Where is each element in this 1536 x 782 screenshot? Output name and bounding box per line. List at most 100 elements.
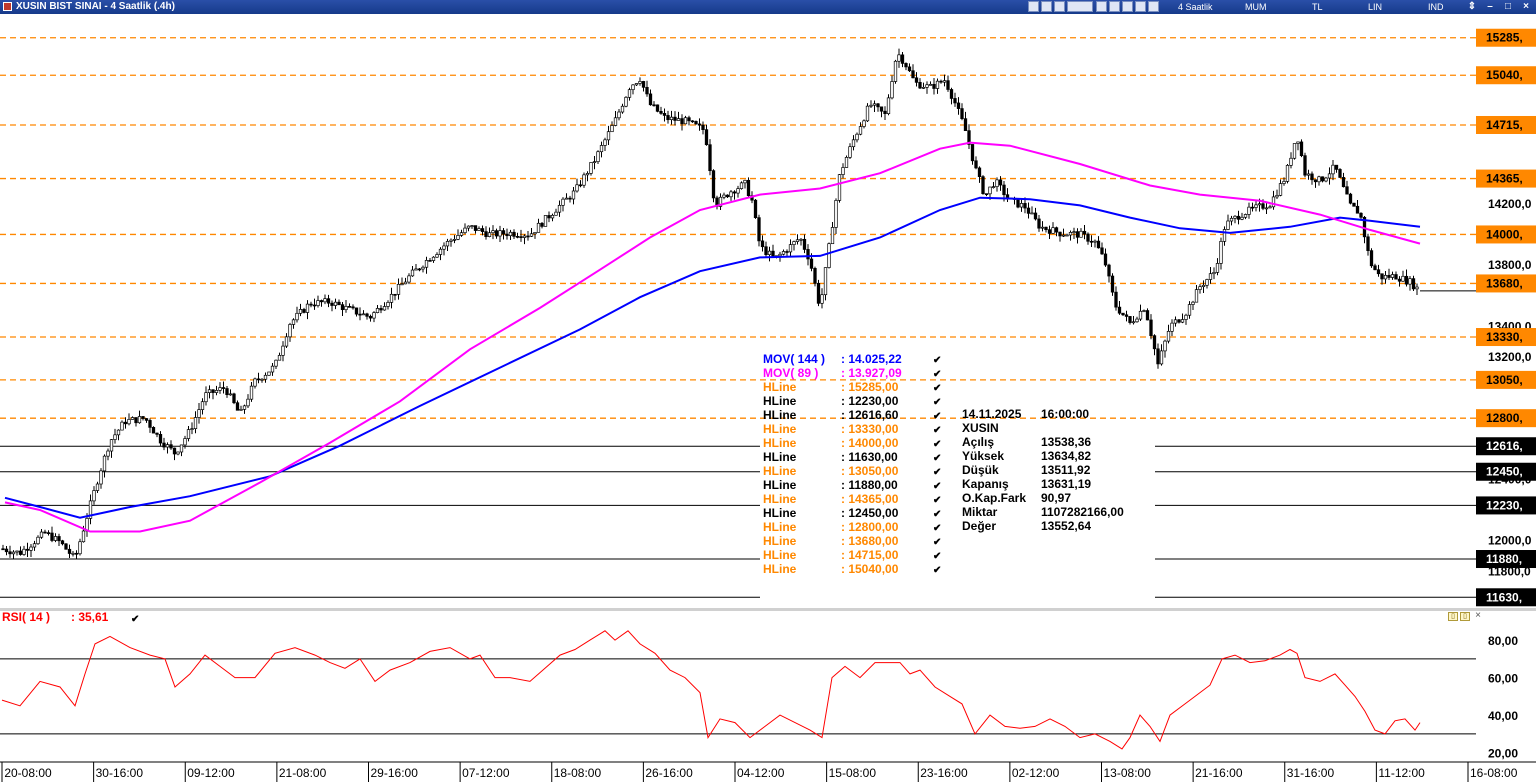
candle-body bbox=[1002, 184, 1006, 196]
candle-body bbox=[1030, 212, 1034, 215]
candle-body bbox=[1051, 227, 1055, 234]
candle-body bbox=[862, 120, 866, 127]
toolbar-button[interactable] bbox=[1054, 1, 1065, 12]
legend-check-icon[interactable]: ✔ bbox=[933, 495, 941, 506]
candle-body bbox=[1208, 273, 1213, 280]
info-row-value: 13552,64 bbox=[1041, 519, 1091, 533]
toolbar-button[interactable] bbox=[1028, 1, 1039, 12]
menu-chart-type[interactable]: MUM bbox=[1245, 2, 1267, 12]
candle-body bbox=[1240, 216, 1244, 220]
candle-body bbox=[960, 108, 964, 120]
candle-body bbox=[974, 160, 978, 169]
candle-body bbox=[1247, 206, 1251, 215]
toolbar-button[interactable] bbox=[1041, 1, 1052, 12]
candle-body bbox=[561, 198, 565, 206]
legend-check-icon[interactable]: ✔ bbox=[933, 411, 941, 422]
toolbar-button[interactable] bbox=[1067, 1, 1093, 12]
candle-body bbox=[1219, 240, 1223, 264]
legend-check-icon[interactable]: ✔ bbox=[933, 551, 941, 562]
close-icon[interactable]: × bbox=[1523, 1, 1529, 12]
legend-check-icon[interactable]: ✔ bbox=[933, 481, 941, 492]
close-pane-icon[interactable]: × bbox=[1475, 610, 1481, 621]
candle-body bbox=[344, 306, 348, 311]
candle-body bbox=[1107, 264, 1111, 277]
candle-body bbox=[193, 417, 198, 429]
legend-check-icon[interactable]: ✔ bbox=[933, 453, 941, 464]
candle-body bbox=[655, 104, 660, 112]
window-title: XUSIN BIST SINAI - 4 Saatlik (.4h) bbox=[16, 1, 175, 12]
rsi-check-icon[interactable]: ✔ bbox=[131, 614, 139, 625]
candle-body bbox=[1054, 227, 1059, 233]
candle-body bbox=[337, 301, 341, 305]
toolbar-button[interactable] bbox=[1148, 1, 1159, 12]
candle-body bbox=[1380, 273, 1384, 280]
legend-check-icon[interactable]: ✔ bbox=[933, 523, 941, 534]
legend-check-icon[interactable]: ✔ bbox=[933, 467, 941, 478]
legend-hline-label: HLine bbox=[763, 450, 797, 464]
candle-body bbox=[449, 239, 453, 242]
candle-body bbox=[662, 113, 667, 116]
time-axis-bg bbox=[0, 762, 1536, 782]
menu-scale[interactable]: LIN bbox=[1368, 2, 1383, 12]
candle-body bbox=[701, 124, 705, 131]
info-box: 14.11.2025 16:00:00 XUSIN Açılış 13538,36… bbox=[962, 407, 1124, 533]
minimize-icon[interactable]: – bbox=[1487, 1, 1493, 12]
info-row-label: O.Kap.Fark bbox=[962, 491, 1026, 505]
menu-indicators[interactable]: IND bbox=[1428, 2, 1444, 12]
pin-icon[interactable]: ▯ bbox=[1460, 612, 1470, 621]
candle-body bbox=[1103, 253, 1108, 266]
pane-separator[interactable] bbox=[0, 608, 1536, 611]
toolbar-button[interactable] bbox=[1135, 1, 1146, 12]
toolbar-button[interactable] bbox=[1096, 1, 1107, 12]
legend-check-icon[interactable]: ✔ bbox=[933, 537, 941, 548]
candle-body bbox=[1100, 247, 1104, 255]
candle-body bbox=[1334, 164, 1339, 170]
price-tick-label: 14200,0 bbox=[1488, 197, 1532, 211]
candle-body bbox=[995, 179, 999, 187]
candle-body bbox=[1040, 226, 1045, 229]
candle-body bbox=[64, 543, 68, 550]
candle-body bbox=[659, 110, 663, 114]
restore-icon[interactable]: ⇕ bbox=[1467, 1, 1477, 12]
legend-check-icon[interactable]: ✔ bbox=[933, 565, 941, 576]
legend-check-icon[interactable]: ✔ bbox=[933, 383, 941, 394]
time-tick-label: 20-08:00 bbox=[4, 766, 52, 780]
candle-body bbox=[1376, 269, 1381, 275]
menu-period[interactable]: 4 Saatlik bbox=[1178, 2, 1213, 12]
toolbar-button[interactable] bbox=[1109, 1, 1120, 12]
candle-body bbox=[540, 222, 544, 227]
candle-body bbox=[113, 434, 117, 440]
chart-area[interactable]: 14200,013800,013400,013200,012400,012000… bbox=[0, 14, 1536, 782]
maximize-icon[interactable]: □ bbox=[1504, 1, 1512, 12]
rsi-tick-label: 20,00 bbox=[1488, 747, 1518, 761]
candle-body bbox=[953, 98, 957, 104]
candle-body bbox=[242, 405, 247, 410]
legend-check-icon[interactable]: ✔ bbox=[933, 397, 941, 408]
legend-check-icon[interactable]: ✔ bbox=[933, 369, 941, 380]
menu-currency[interactable]: TL bbox=[1312, 2, 1323, 12]
candle-body bbox=[795, 239, 800, 242]
price-tick-label: 13800,0 bbox=[1488, 258, 1532, 272]
toolbar-button[interactable] bbox=[1122, 1, 1133, 12]
candle-body bbox=[270, 365, 275, 373]
info-symbol: XUSIN bbox=[962, 421, 999, 435]
candle-body bbox=[298, 309, 303, 314]
candle-body bbox=[820, 294, 824, 304]
candle-body bbox=[932, 83, 936, 89]
legend-check-icon[interactable]: ✔ bbox=[933, 439, 941, 450]
candle-body bbox=[1243, 214, 1248, 218]
legend-check-icon[interactable]: ✔ bbox=[933, 509, 941, 520]
candle-body bbox=[424, 260, 429, 268]
legend-check-icon[interactable]: ✔ bbox=[933, 355, 941, 366]
candle-body bbox=[239, 408, 243, 411]
candle-body bbox=[613, 117, 618, 126]
legend-check-icon[interactable]: ✔ bbox=[933, 425, 941, 436]
candle-body bbox=[473, 225, 478, 231]
candle-body bbox=[893, 60, 898, 82]
pin-icon[interactable]: ▯ bbox=[1448, 612, 1458, 621]
legend-hline-label: HLine bbox=[763, 506, 797, 520]
candle-body bbox=[1313, 179, 1318, 183]
legend-hline-value: : 12800,00 bbox=[841, 520, 899, 534]
candle-body bbox=[981, 176, 985, 194]
candle-body bbox=[690, 120, 695, 123]
